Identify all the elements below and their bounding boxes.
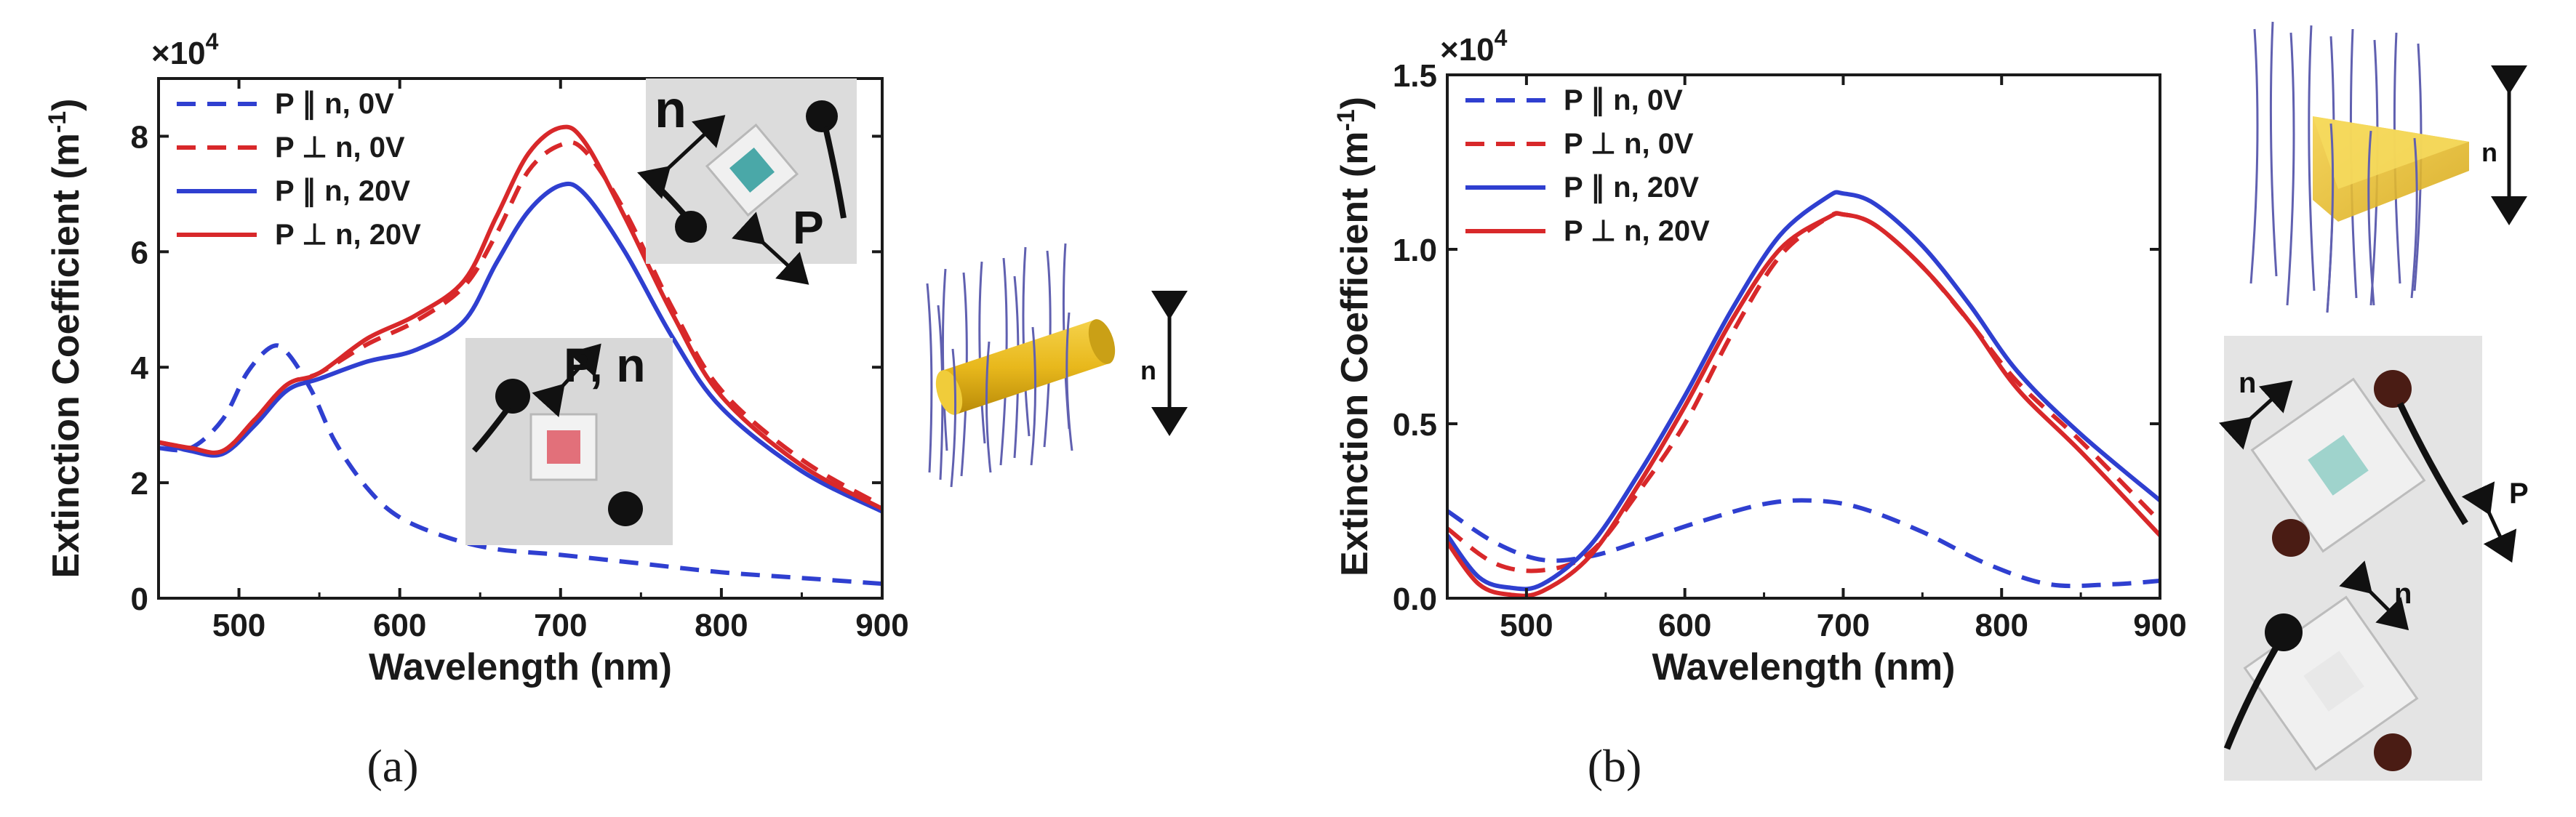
series-line-3 — [159, 181, 882, 514]
y-axis-label: Extinction Coefficient (m-1) — [44, 98, 87, 578]
photo-label-n-top: n — [2239, 367, 2256, 399]
x-tick-label: 500 — [212, 608, 265, 643]
y-tick-label: 2 — [131, 466, 148, 502]
inset-photo-bottom-a: P, n — [465, 338, 673, 545]
legend-label-3: P ∥ n, 20V — [1564, 172, 1699, 204]
x-tick-label: 600 — [1658, 608, 1711, 643]
legend-label-4: P ⊥ n, 20V — [275, 219, 421, 251]
series-line-3 — [1447, 190, 2160, 592]
series-line-4 — [159, 124, 882, 511]
device-photo-b: n P n — [2218, 336, 2529, 781]
inset-label-P: P — [793, 201, 824, 254]
caption-a: (a) — [367, 740, 418, 792]
y-axis-label: Extinction Coefficient (m-1) — [1332, 97, 1376, 576]
y-tick-label: 0 — [131, 581, 148, 617]
series-line-1 — [159, 343, 882, 587]
x-tick-label: 600 — [373, 608, 426, 643]
inset-label-n: n — [655, 81, 687, 139]
inset-photo-top-a: n P — [637, 79, 857, 285]
inset-label-P-n: P, n — [564, 338, 646, 392]
x-tick-label: 500 — [1500, 608, 1553, 643]
y-tick-label: 4 — [131, 350, 149, 386]
y-tick-label: 8 — [131, 119, 148, 155]
nanorod-illustration: n — [926, 243, 1188, 488]
y-tick-label: 0.0 — [1393, 581, 1437, 617]
series-line-4 — [1447, 211, 2160, 598]
y-tick-label: 6 — [131, 235, 148, 270]
caption-b: (b) — [1588, 740, 1642, 792]
photo-label-P: P — [2509, 478, 2529, 510]
x-tick-label: 700 — [534, 608, 587, 643]
y-tick-label: 1.0 — [1393, 233, 1437, 268]
plot-a: 500 600 700 800 900 0 2 4 6 8 ×104 Wavelength (nm) E… — [44, 28, 909, 688]
plot-frame — [1446, 73, 2161, 600]
y-multiplier: ×104 — [1440, 25, 1508, 68]
nanoprism-illustration: n — [2249, 21, 2527, 313]
legend-label-2: P ⊥ n, 0V — [275, 132, 405, 164]
plot-frame — [157, 77, 884, 600]
panel-b: 500 600 700 800 900 0.0 0.5 1.0 1.5×104 Wavelengt… — [1332, 21, 2529, 792]
x-tick-label: 700 — [1817, 608, 1870, 643]
prism-label-n: n — [2481, 137, 2497, 167]
panel-a: 500 600 700 800 900 0 2 4 6 8 ×104 Wavelength (nm) E… — [44, 28, 1188, 792]
x-tick-label: 800 — [1975, 608, 2028, 643]
photo-label-n-bottom: n — [2394, 578, 2412, 610]
series-line-1 — [1447, 498, 2160, 589]
legend-label-1: P ∥ n, 0V — [275, 88, 394, 121]
legend-label-3: P ∥ n, 20V — [275, 175, 410, 208]
legend-label-1: P ∥ n, 0V — [1564, 84, 1683, 117]
x-axis-label: Wavelength (nm) — [369, 646, 672, 688]
x-tick-label: 900 — [2133, 608, 2186, 643]
series-line-2 — [1447, 211, 2160, 573]
legend-label-4: P ⊥ n, 20V — [1564, 215, 1710, 247]
y-multiplier: ×104 — [151, 28, 219, 71]
plot-b: 500 600 700 800 900 0.0 0.5 1.0 1.5×104 Wavelengt… — [1332, 25, 2187, 688]
x-tick-label: 800 — [695, 608, 748, 643]
y-tick-label: 0.5 — [1393, 407, 1437, 443]
x-axis-label: Wavelength (nm) — [1652, 646, 1956, 688]
y-tick-label: 1.5 — [1393, 58, 1437, 94]
rod-label-n: n — [1140, 355, 1156, 385]
x-tick-label: 900 — [855, 608, 908, 643]
legend-label-2: P ⊥ n, 0V — [1564, 128, 1694, 160]
